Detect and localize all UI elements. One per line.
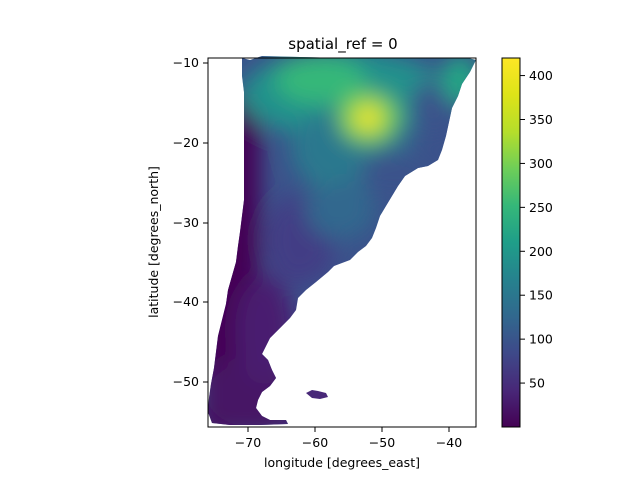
heatmap-north-green (275, 56, 365, 105)
y-tick-label: −30 (173, 215, 199, 230)
heatmap-east-mid (360, 150, 440, 200)
y-axis: −10 −20 −30 −40 −50 latitude [degrees_no… (146, 55, 208, 389)
colorbar-tick-label: 250 (529, 200, 553, 215)
colorbar-tick-label: 400 (529, 68, 553, 83)
heatmap-area (208, 56, 476, 425)
x-axis-label: longitude [degrees_east] (264, 455, 420, 470)
colorbar-gradient (501, 57, 521, 428)
colorbar-tick-label: 200 (529, 244, 553, 259)
x-tick-label: −60 (302, 435, 328, 450)
chart-title: spatial_ref = 0 (288, 35, 397, 54)
colorbar-tick-label: 100 (529, 332, 553, 347)
x-tick-label: −40 (436, 435, 462, 450)
colorbar-tick-label: 300 (529, 156, 553, 171)
colorbar: 50 100 150 200 250 300 350 400 (501, 57, 553, 428)
heatmap-east-coast (442, 56, 476, 105)
y-axis-label: latitude [degrees_north] (146, 166, 161, 318)
heatmap-central-mid (305, 180, 375, 240)
x-tick-label: −50 (369, 435, 395, 450)
heatmap-islands (306, 390, 328, 399)
y-tick-label: −10 (173, 55, 199, 70)
colorbar-tick-label: 350 (529, 112, 553, 127)
plot-frame (207, 57, 477, 428)
colorbar-ticks: 50 100 150 200 250 300 350 400 (520, 68, 553, 391)
colorbar-tick-label: 50 (529, 376, 545, 391)
x-tick-label: −70 (235, 435, 261, 450)
heatmap-hotspot-yellow (356, 106, 380, 130)
y-tick-label: −40 (173, 294, 199, 309)
y-tick-label: −50 (173, 374, 199, 389)
x-axis: −70 −60 −50 −40 longitude [degrees_east] (235, 427, 462, 470)
heatmap-patagonia (235, 275, 295, 385)
colorbar-tick-label: 150 (529, 288, 553, 303)
y-tick-label: −20 (173, 135, 199, 150)
